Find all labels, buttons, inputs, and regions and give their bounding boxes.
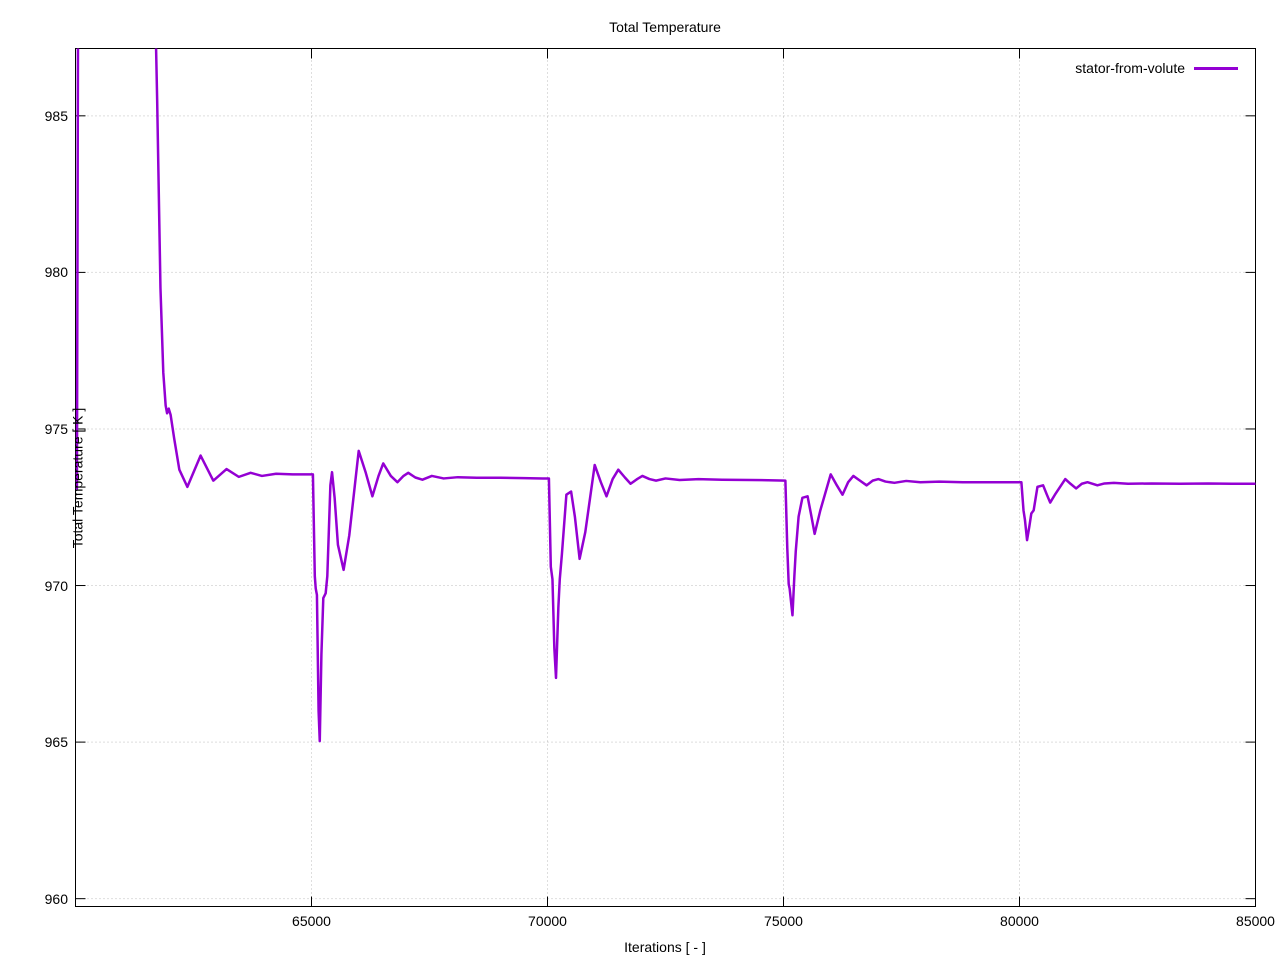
- series-line-stator-from-volute: [75, 48, 1256, 743]
- y-tick-label: 965: [44, 734, 68, 751]
- y-tick-label: 980: [44, 264, 68, 281]
- y-axis-label: Total Temperature [ K ]: [69, 407, 86, 549]
- x-axis-label: Iterations [ - ]: [624, 939, 706, 955]
- legend-entry-label: stator-from-volute: [1075, 60, 1185, 76]
- legend-line-sample-icon: [1194, 66, 1238, 70]
- x-tick-label: 75000: [764, 913, 803, 929]
- plot-frame: [75, 48, 1256, 907]
- chart-title: Total Temperature: [609, 19, 721, 35]
- x-tick-label: 85000: [1236, 913, 1275, 929]
- y-tick-label: 975: [44, 420, 68, 437]
- x-tick-label: 70000: [528, 913, 567, 929]
- y-tick-label: 985: [44, 107, 68, 124]
- y-tick-label: 960: [44, 890, 68, 907]
- legend: stator-from-volute: [0, 60, 1238, 76]
- x-tick-label: 65000: [292, 913, 331, 929]
- x-tick-label: 80000: [1000, 913, 1039, 929]
- y-tick-label: 970: [44, 577, 68, 594]
